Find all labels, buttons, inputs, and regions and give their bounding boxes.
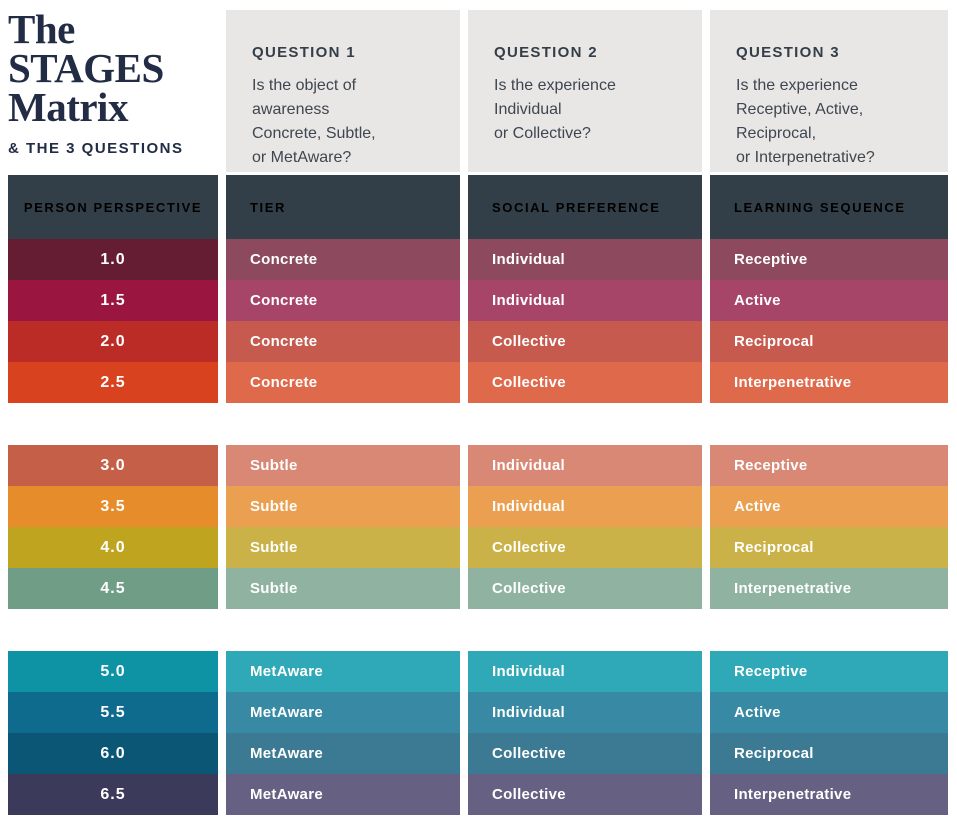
matrix-row-5-5: 5.5 MetAware Individual Active xyxy=(8,692,957,733)
social-preference-cell: Individual xyxy=(468,239,702,280)
person-perspective-cell: 5.5 xyxy=(8,692,218,733)
header-tier: TIER xyxy=(226,175,460,239)
social-preference-cell: Collective xyxy=(468,733,702,774)
social-preference-cell: Individual xyxy=(468,280,702,321)
question-panel-1: QUESTION 1 Is the object of awareness Co… xyxy=(226,10,460,172)
person-perspective-cell: 5.0 xyxy=(8,651,218,692)
tier-group-metaware: 5.0 MetAware Individual Receptive 5.5 Me… xyxy=(8,651,957,815)
tier-cell: Subtle xyxy=(226,527,460,568)
tier-cell: MetAware xyxy=(226,733,460,774)
tier-cell: MetAware xyxy=(226,651,460,692)
tier-cell: Concrete xyxy=(226,239,460,280)
person-perspective-cell: 6.0 xyxy=(8,733,218,774)
person-perspective-cell: 2.5 xyxy=(8,362,218,403)
tier-cell: Subtle xyxy=(226,445,460,486)
question-2-label: QUESTION 2 xyxy=(494,44,598,61)
tier-cell: Subtle xyxy=(226,486,460,527)
tier-cell: Subtle xyxy=(226,568,460,609)
matrix-row-4-0: 4.0 Subtle Collective Reciprocal xyxy=(8,527,957,568)
learning-sequence-cell: Active xyxy=(710,486,948,527)
person-perspective-cell: 2.0 xyxy=(8,321,218,362)
matrix-row-1-0: 1.0 Concrete Individual Receptive xyxy=(8,239,957,280)
social-preference-cell: Collective xyxy=(468,774,702,815)
social-preference-cell: Individual xyxy=(468,692,702,733)
person-perspective-cell: 1.5 xyxy=(8,280,218,321)
header-social-preference: SOCIAL PREFERENCE xyxy=(468,175,702,239)
tier-group-subtle: 3.0 Subtle Individual Receptive 3.5 Subt… xyxy=(8,445,957,609)
learning-sequence-cell: Reciprocal xyxy=(710,733,948,774)
learning-sequence-cell: Active xyxy=(710,692,948,733)
social-preference-cell: Individual xyxy=(468,445,702,486)
social-preference-cell: Collective xyxy=(468,362,702,403)
page-title: The STAGES Matrix xyxy=(8,6,218,130)
learning-sequence-cell: Reciprocal xyxy=(710,527,948,568)
person-perspective-cell: 1.0 xyxy=(8,239,218,280)
learning-sequence-cell: Reciprocal xyxy=(710,321,948,362)
title-block: The STAGES Matrix & THE 3 QUESTIONS xyxy=(8,6,218,172)
tier-cell: Concrete xyxy=(226,321,460,362)
tier-cell: Concrete xyxy=(226,362,460,403)
title-line-2: STAGES xyxy=(8,44,164,91)
question-panel-2: QUESTION 2 Is the experience Individual … xyxy=(468,10,702,172)
column-header-row: PERSON PERSPECTIVE TIER SOCIAL PREFERENC… xyxy=(8,175,957,239)
person-perspective-cell: 6.5 xyxy=(8,774,218,815)
matrix-row-6-0: 6.0 MetAware Collective Reciprocal xyxy=(8,733,957,774)
social-preference-cell: Collective xyxy=(468,568,702,609)
person-perspective-cell: 4.5 xyxy=(8,568,218,609)
tier-cell: Concrete xyxy=(226,280,460,321)
matrix-row-4-5: 4.5 Subtle Collective Interpenetrative xyxy=(8,568,957,609)
person-perspective-cell: 4.0 xyxy=(8,527,218,568)
question-1-label: QUESTION 1 xyxy=(252,44,356,61)
question-1-text: Is the object of awareness Concrete, Sub… xyxy=(252,77,376,166)
matrix-row-3-0: 3.0 Subtle Individual Receptive xyxy=(8,445,957,486)
question-3-label: QUESTION 3 xyxy=(736,44,840,61)
matrix-row-6-5: 6.5 MetAware Collective Interpenetrative xyxy=(8,774,957,815)
social-preference-cell: Individual xyxy=(468,651,702,692)
tier-cell: MetAware xyxy=(226,692,460,733)
matrix-row-5-0: 5.0 MetAware Individual Receptive xyxy=(8,651,957,692)
top-section: The STAGES Matrix & THE 3 QUESTIONS QUES… xyxy=(8,6,957,172)
learning-sequence-cell: Receptive xyxy=(710,445,948,486)
matrix-row-3-5: 3.5 Subtle Individual Active xyxy=(8,486,957,527)
question-2-text: Is the experience Individual or Collecti… xyxy=(494,77,616,142)
tier-group-concrete: 1.0 Concrete Individual Receptive 1.5 Co… xyxy=(8,239,957,403)
social-preference-cell: Individual xyxy=(468,486,702,527)
tier-cell: MetAware xyxy=(226,774,460,815)
social-preference-cell: Collective xyxy=(468,321,702,362)
learning-sequence-cell: Interpenetrative xyxy=(710,774,948,815)
title-line-1: The xyxy=(8,6,75,52)
social-preference-cell: Collective xyxy=(468,527,702,568)
matrix-row-2-5: 2.5 Concrete Collective Interpenetrative xyxy=(8,362,957,403)
learning-sequence-cell: Interpenetrative xyxy=(710,362,948,403)
header-learning-sequence: LEARNING SEQUENCE xyxy=(710,175,948,239)
page-subtitle: & THE 3 QUESTIONS xyxy=(8,139,184,157)
question-panel-3: QUESTION 3 Is the experience Receptive, … xyxy=(710,10,948,172)
person-perspective-cell: 3.5 xyxy=(8,486,218,527)
learning-sequence-cell: Receptive xyxy=(710,239,948,280)
matrix-row-2-0: 2.0 Concrete Collective Reciprocal xyxy=(8,321,957,362)
title-line-3: Matrix xyxy=(8,83,128,130)
question-3-text: Is the experience Receptive, Active, Rec… xyxy=(736,77,875,166)
matrix-row-1-5: 1.5 Concrete Individual Active xyxy=(8,280,957,321)
learning-sequence-cell: Receptive xyxy=(710,651,948,692)
learning-sequence-cell: Active xyxy=(710,280,948,321)
person-perspective-cell: 3.0 xyxy=(8,445,218,486)
header-person-perspective: PERSON PERSPECTIVE xyxy=(8,175,218,239)
learning-sequence-cell: Interpenetrative xyxy=(710,568,948,609)
